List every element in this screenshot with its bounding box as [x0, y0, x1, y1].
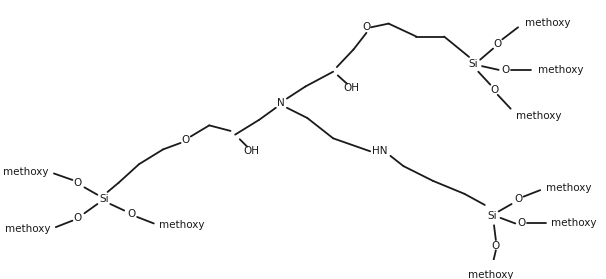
Text: HN: HN — [371, 146, 387, 156]
Text: methoxy: methoxy — [538, 65, 584, 75]
Text: Si: Si — [469, 59, 479, 69]
Text: methoxy: methoxy — [159, 220, 205, 230]
Text: methoxy: methoxy — [5, 224, 50, 234]
Text: O: O — [74, 178, 82, 188]
Text: Si: Si — [487, 211, 497, 221]
Text: methoxy: methoxy — [468, 270, 513, 279]
Text: OH: OH — [244, 146, 260, 156]
Text: OH: OH — [344, 83, 359, 93]
Text: O: O — [493, 39, 502, 49]
Text: O: O — [362, 22, 370, 32]
Text: O: O — [490, 85, 498, 95]
Text: methoxy: methoxy — [516, 111, 562, 121]
Text: O: O — [74, 213, 82, 223]
Text: N: N — [278, 98, 285, 108]
Text: methoxy: methoxy — [3, 167, 48, 177]
Text: Si: Si — [99, 194, 108, 205]
Text: O: O — [491, 241, 500, 251]
Text: O: O — [501, 65, 509, 75]
Text: O: O — [181, 135, 189, 145]
Text: methoxy: methoxy — [546, 183, 591, 193]
Text: methoxy: methoxy — [525, 18, 571, 28]
Text: O: O — [518, 218, 526, 229]
Text: methoxy: methoxy — [551, 218, 597, 229]
Text: O: O — [127, 209, 136, 219]
Text: O: O — [514, 194, 522, 205]
